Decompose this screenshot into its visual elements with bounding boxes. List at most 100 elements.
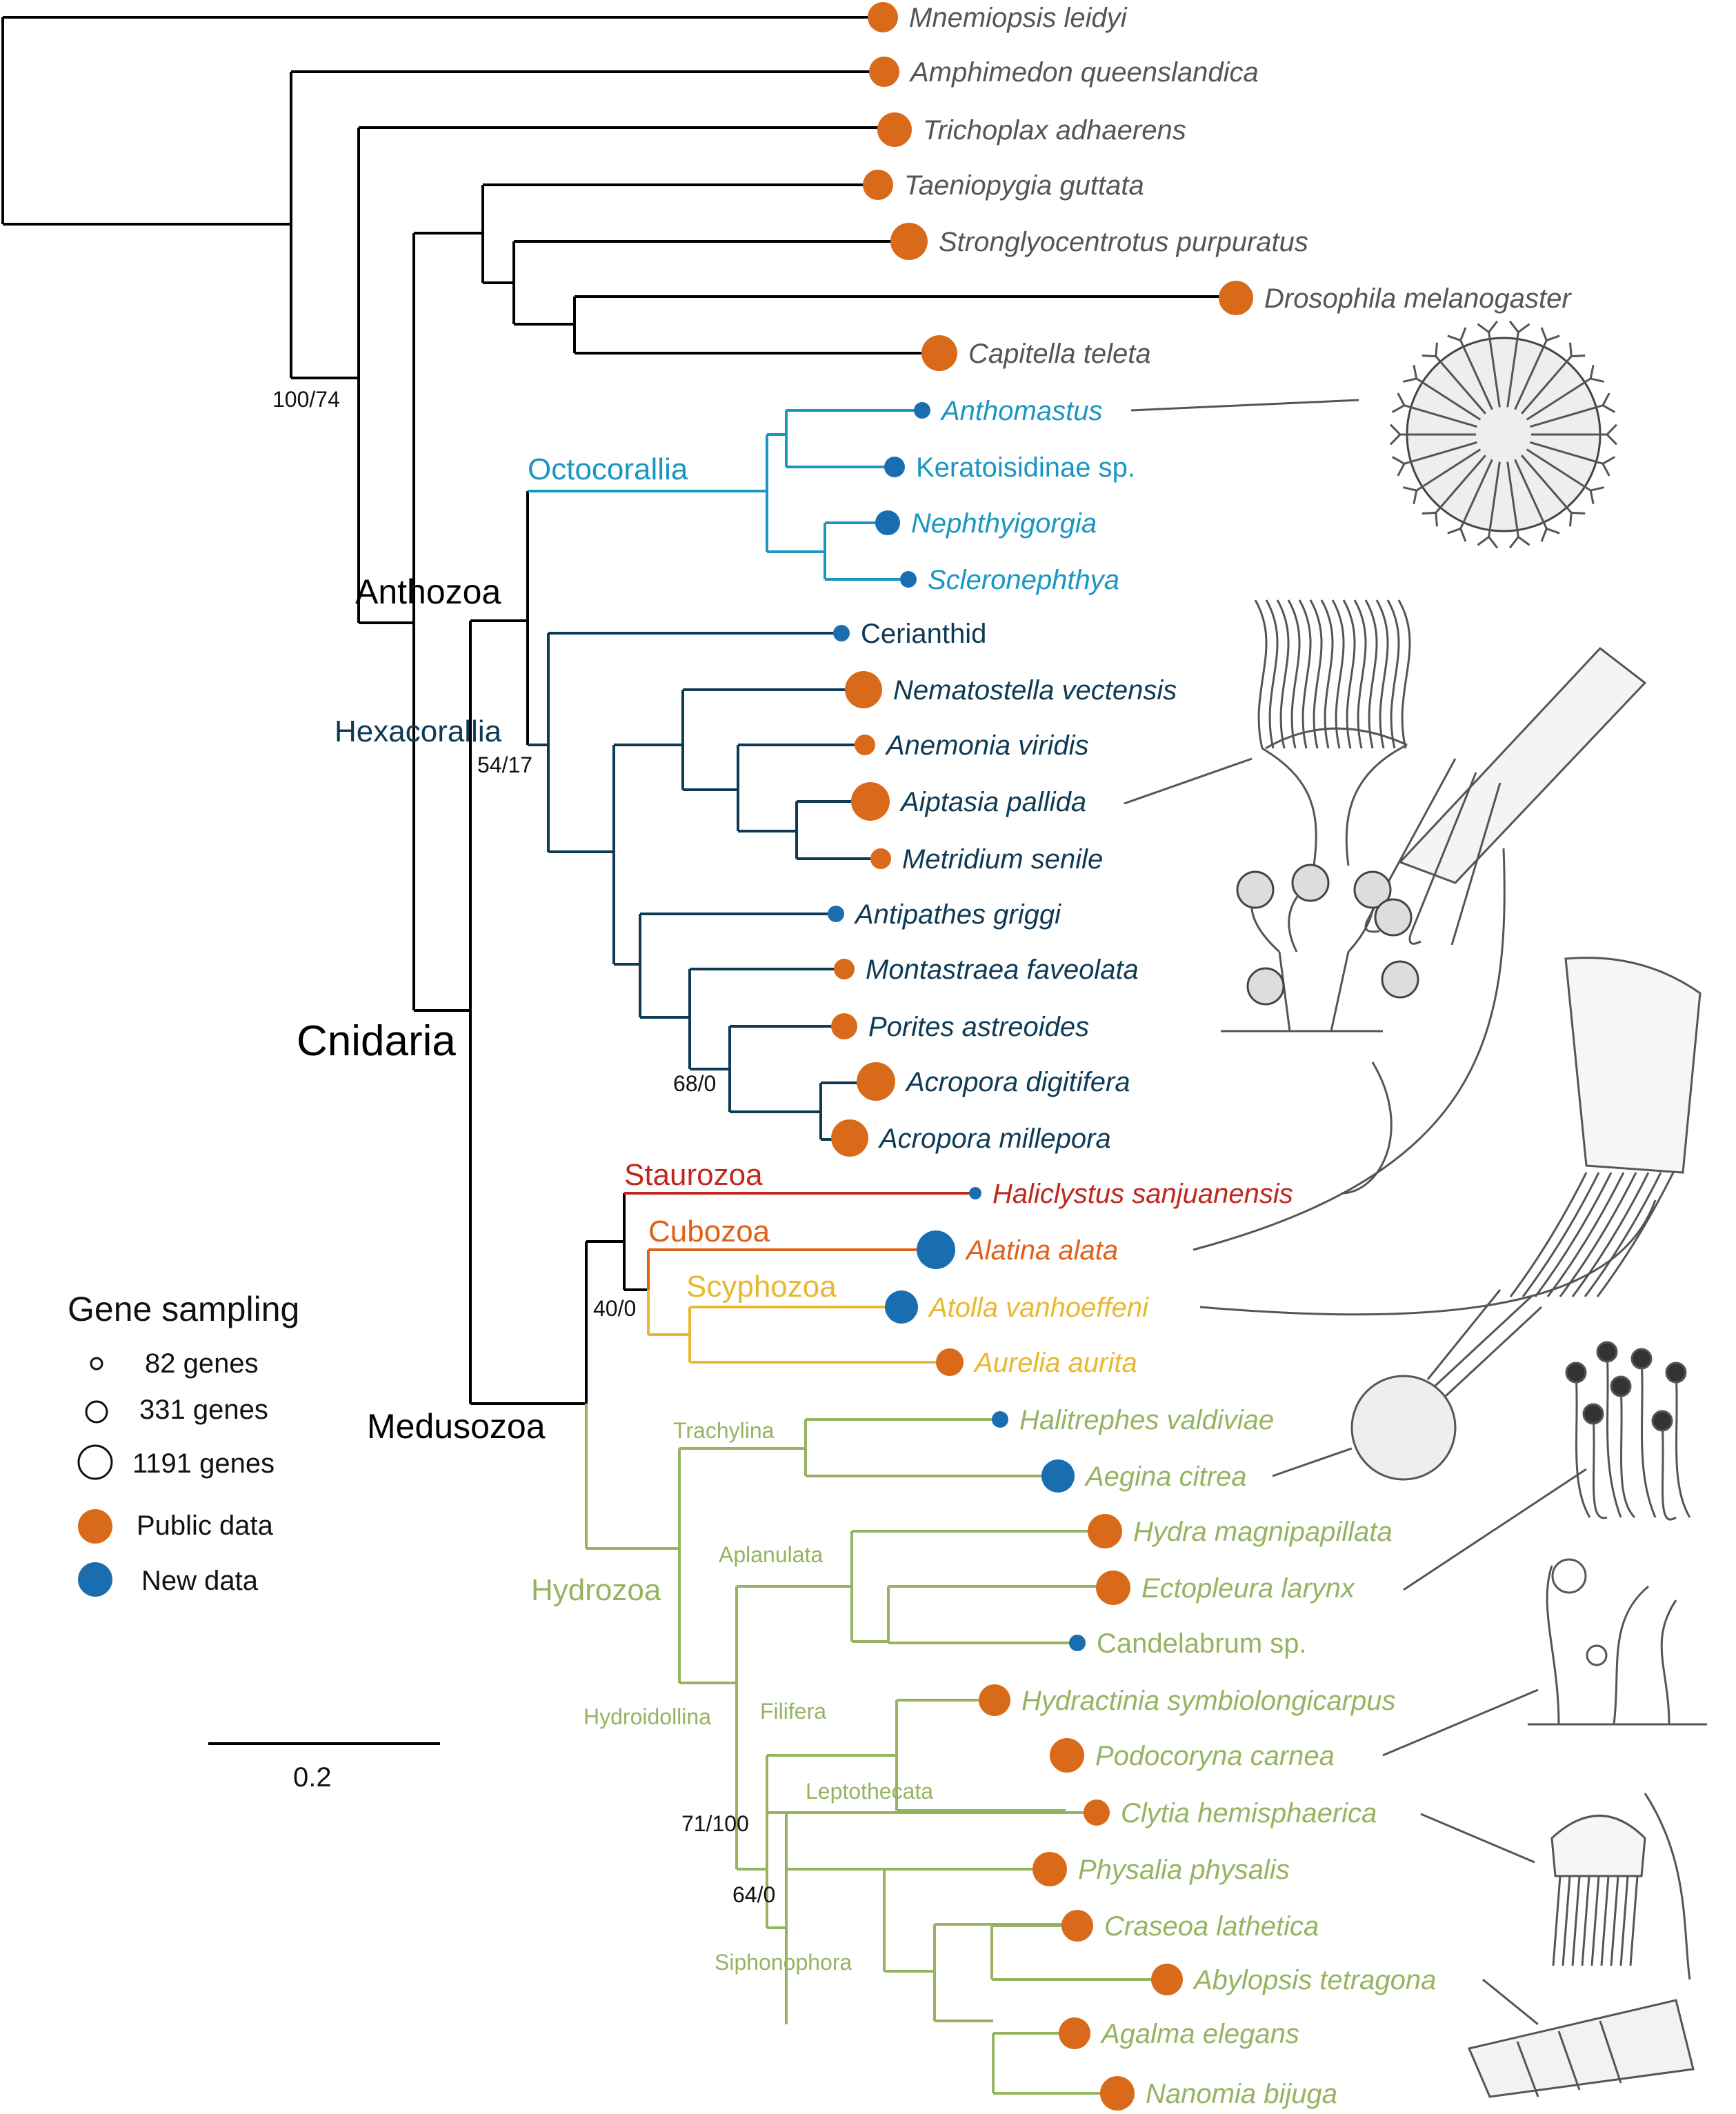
taxon-dot-hydractinia (979, 1684, 1010, 1716)
support-value: 68/0 (673, 1071, 716, 1096)
taxon-dot-haliclystus (969, 1187, 981, 1199)
legend-size-medium-label: 331 genes (139, 1395, 268, 1425)
taxon-label-mnemiopsis: Mnemiopsis leidyi (909, 3, 1128, 33)
taxon-dot-hydra (1088, 1514, 1122, 1548)
haliclystus-illustration (1221, 864, 1419, 1195)
clade-octocorallia: Octocorallia (528, 452, 688, 486)
taxon-dot-alatina (917, 1230, 955, 1269)
taxon-label-craseoa: Craseoa lathetica (1104, 1911, 1319, 1942)
legend-new-icon (78, 1562, 112, 1597)
taxon-dot-scleronephthya (900, 571, 917, 588)
taxon-label-candelabrum: Candelabrum sp. (1097, 1628, 1307, 1659)
taxon-label-amphimedon: Amphimedon queenslandica (909, 57, 1259, 88)
taxon-label-metridium: Metridium senile (902, 844, 1103, 875)
taxon-label-clytia: Clytia hemisphaerica (1121, 1798, 1377, 1828)
taxon-dot-ectopleura (1096, 1570, 1130, 1605)
taxon-dot-physalia (1032, 1852, 1067, 1886)
taxon-dot-cerianthid (833, 625, 850, 641)
legend-size-large-icon (77, 1444, 113, 1480)
taxon-dot-podocoryna (1050, 1738, 1084, 1773)
taxon-dot-nanomia (1100, 2076, 1135, 2111)
clade-trachylina: Trachylina (673, 1418, 775, 1443)
taxon-dot-strongylocentrotus (890, 223, 928, 260)
taxon-dot-acropora_d (857, 1062, 895, 1101)
taxon-dot-anemonia (855, 735, 875, 755)
legend-title: Gene sampling (68, 1290, 299, 1328)
scale-bar-label: 0.2 (293, 1762, 332, 1793)
abylopsis-illustration (1467, 1978, 1695, 2098)
taxon-label-strongylocentrotus: Stronglyocentrotus purpuratus (939, 227, 1308, 257)
taxon-label-hydra: Hydra magnipapillata (1133, 1517, 1393, 1547)
taxon-dot-aiptasia (851, 782, 890, 821)
legend-size-small-label: 82 genes (145, 1348, 259, 1379)
taxon-dot-antipathes (828, 906, 844, 922)
taxon-label-atolla: Atolla vanhoeffeni (928, 1293, 1149, 1323)
taxon-label-physalia: Physalia physalis (1078, 1855, 1290, 1885)
clade-staurozoa: Staurozoa (624, 1158, 763, 1192)
taxon-dot-craseoa (1061, 1910, 1093, 1942)
taxon-label-podocoryna: Podocoryna carnea (1095, 1741, 1335, 1771)
taxon-label-trichoplax: Trichoplax adhaerens (923, 115, 1186, 146)
clytia-illustration (1420, 1793, 1691, 1980)
taxon-label-agalma: Agalma elegans (1100, 2019, 1299, 2049)
taxon-dot-nematostella (845, 671, 882, 708)
clade-leptothecata: Leptothecata (806, 1779, 933, 1804)
taxon-dot-keratoisidinae (884, 457, 905, 477)
medusozoa-stem (585, 1193, 626, 1404)
taxon-label-hydractinia: Hydractinia symbiolongicarpus (1021, 1686, 1395, 1716)
taxon-label-scleronephthya: Scleronephthya (928, 565, 1119, 595)
taxon-dot-drosophila (1219, 281, 1253, 315)
outgroup-branches (1, 16, 1233, 1405)
taxon-label-halitrephes: Halitrephes valdiviae (1019, 1405, 1274, 1435)
clade-hexacorallia: Hexacorallia (335, 715, 502, 748)
taxon-label-drosophila: Drosophila melanogaster (1264, 283, 1572, 314)
taxon-label-alatina: Alatina alata (965, 1235, 1118, 1266)
clade-filifera: Filifera (760, 1699, 826, 1724)
support-value: 100/74 (272, 387, 340, 412)
legend-new-label: New data (141, 1566, 259, 1596)
clade-hydroidollina: Hydroidollina (583, 1704, 711, 1729)
atolla-illustration (1199, 957, 1702, 1316)
support-value: 54/17 (477, 752, 532, 777)
support-value: 40/0 (593, 1296, 636, 1321)
taxon-label-ectopleura: Ectopleura larynx (1141, 1573, 1356, 1604)
legend-public-icon (78, 1509, 112, 1544)
scyphozoa-branches (647, 1290, 948, 1364)
ectopleura-illustration (1403, 1341, 1691, 1591)
clade-hydrozoa: Hydrozoa (531, 1573, 661, 1607)
taxon-dot-atolla (885, 1290, 918, 1324)
alatina-illustration (1193, 646, 1647, 1251)
legend: Gene sampling 82 genes 331 genes 1191 ge… (68, 1290, 299, 1597)
clade-cubozoa: Cubozoa (648, 1215, 770, 1248)
clade-anthozoa: Anthozoa (355, 572, 501, 611)
taxon-label-capitella: Capitella teleta (968, 339, 1151, 369)
clade-scyphozoa: Scyphozoa (686, 1270, 837, 1304)
hexacorallia-branches (528, 632, 879, 1141)
hydrozoa-lower-branches (786, 1868, 1048, 1871)
taxon-label-acropora_m: Acropora millepora (878, 1124, 1111, 1154)
taxon-label-acropora_d: Acropora digitifera (905, 1067, 1130, 1097)
scale-bar: 0.2 (208, 1742, 440, 1793)
taxon-dot-capitella (921, 335, 957, 371)
clade-medusozoa: Medusozoa (367, 1407, 546, 1446)
taxon-label-keratoisidinae: Keratoisidinae sp. (916, 452, 1135, 483)
taxon-label-taeniopygia: Taeniopygia guttata (904, 170, 1144, 201)
taxon-label-antipathes: Antipathes griggi (854, 899, 1061, 930)
taxon-label-nephthyigorgia: Nephthyigorgia (911, 508, 1097, 539)
taxon-label-montastraea: Montastraea faveolata (866, 955, 1139, 985)
support-value: 64/0 (732, 1882, 775, 1907)
taxon-dot-abylopsis (1151, 1964, 1183, 1995)
legend-size-medium-icon (85, 1400, 108, 1424)
taxon-dot-metridium (870, 848, 891, 869)
clade-aplanulata: Aplanulata (719, 1542, 823, 1567)
taxon-dot-taeniopygia (863, 170, 893, 200)
legend-size-small-icon (90, 1357, 103, 1370)
taxon-dot-amphimedon (869, 57, 899, 87)
taxon-label-aurelia: Aurelia aurita (973, 1348, 1137, 1378)
taxon-label-nematostella: Nematostella vectensis (893, 675, 1177, 706)
taxon-label-nanomia: Nanomia bijuga (1146, 2079, 1337, 2109)
taxon-dot-nephthyigorgia (875, 510, 900, 535)
taxon-label-aiptasia: Aiptasia pallida (899, 787, 1086, 817)
support-value: 71/100 (681, 1811, 749, 1836)
